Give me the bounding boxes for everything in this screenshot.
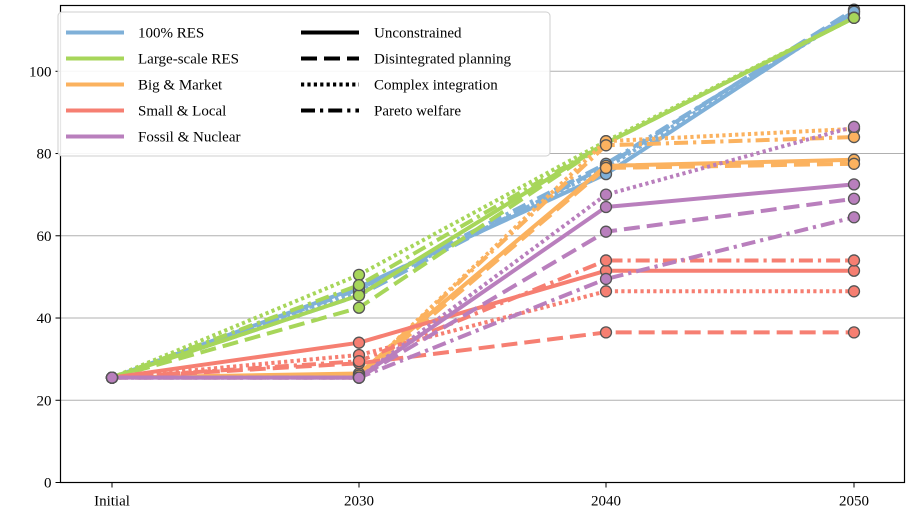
y-tick-label: 0 xyxy=(44,476,52,492)
legend-label-large-scale-res: Large-scale RES xyxy=(138,52,239,68)
data-point-small-and-local-disintegrated-planning xyxy=(599,326,613,339)
data-point-large-scale-res-unconstrained xyxy=(352,289,366,302)
series-lines xyxy=(111,7,856,380)
data-point-fossil-and-nuclear-disintegrated-planning xyxy=(847,192,861,205)
legend-label-100pct-res: 100% RES xyxy=(138,26,204,42)
series-line-fossil-and-nuclear-pareto-welfare xyxy=(112,215,855,380)
data-point-fossil-and-nuclear-complex-integration xyxy=(599,188,613,201)
series-line-small-and-local-pareto-welfare xyxy=(111,258,854,380)
data-point-fossil-and-nuclear-disintegrated-planning xyxy=(599,225,613,238)
data-point-small-and-local-unconstrained xyxy=(352,336,366,349)
data-point-fossil-and-nuclear-complex-integration xyxy=(847,120,861,133)
legend-label-big-and-market: Big & Market xyxy=(138,78,223,94)
y-tick-label: 80 xyxy=(37,147,52,163)
data-point-fossil-and-nuclear-pareto-welfare xyxy=(847,211,861,224)
legend-label-fossil-and-nuclear: Fossil & Nuclear xyxy=(138,130,241,146)
x-tick-label: Initial xyxy=(94,494,130,510)
series-line-fossil-and-nuclear-complex-integration xyxy=(112,124,855,380)
y-tick-label: 100 xyxy=(29,64,52,80)
data-point-small-and-local-complex-integration xyxy=(599,285,613,298)
y-tick-label: 60 xyxy=(37,229,52,245)
legend-label-disintegrated-planning: Disintegrated planning xyxy=(374,52,512,68)
x-tick-label: 2030 xyxy=(344,494,374,510)
legend-label-pareto-welfare: Pareto welfare xyxy=(374,104,461,120)
data-point-big-and-market-pareto-welfare xyxy=(599,139,613,152)
data-point-large-scale-res-pareto-welfare xyxy=(352,278,366,292)
data-point-large-scale-res-disintegrated-planning xyxy=(352,301,366,314)
data-point-fossil-and-nuclear-pareto-welfare xyxy=(599,272,613,286)
series-line-small-and-local-unconstrained xyxy=(111,268,854,380)
y-tick-label: 20 xyxy=(37,393,52,409)
legend: 100% RES Large-scale RES Big & Market Small… xyxy=(57,11,551,157)
data-point-big-and-market-disintegrated-planning xyxy=(847,157,861,170)
data-point-fossil-and-nuclear-pareto-welfare xyxy=(352,371,366,384)
data-point-small-and-local-pareto-welfare xyxy=(352,355,366,368)
x-tick-label: 2050 xyxy=(839,494,869,510)
series-markers xyxy=(105,3,861,384)
data-point-big-and-market-disintegrated-planning xyxy=(599,161,613,175)
x-tick-label: 2040 xyxy=(591,494,621,510)
series-line-big-and-market-pareto-welfare xyxy=(111,135,855,380)
data-point-small-and-local-pareto-welfare xyxy=(599,254,613,267)
data-point-small-and-local-pareto-welfare xyxy=(847,254,861,267)
legend-label-unconstrained: Unconstrained xyxy=(374,26,462,42)
data-point-large-scale-res-complex-integration xyxy=(352,268,366,281)
data-point-small-and-local-unconstrained xyxy=(847,264,861,277)
legend-label-small-and-local: Small & Local xyxy=(138,104,226,120)
data-point-fossil-and-nuclear-pareto-welfare xyxy=(105,371,119,384)
data-point-small-and-local-complex-integration xyxy=(847,285,861,298)
data-point-big-and-market-pareto-welfare xyxy=(847,130,861,144)
series-line-large-scale-res-pareto-welfare xyxy=(111,16,855,380)
series-line-small-and-local-complex-integration xyxy=(111,289,854,380)
data-point-fossil-and-nuclear-unconstrained xyxy=(847,178,861,191)
y-tick-label: 40 xyxy=(37,311,52,327)
series-line-small-and-local-disintegrated-planning xyxy=(111,330,854,380)
plot-frame xyxy=(59,4,906,484)
legend-label-complex-integration: Complex integration xyxy=(374,78,498,94)
data-point-small-and-local-disintegrated-planning xyxy=(847,326,861,339)
data-point-large-scale-res-pareto-welfare xyxy=(847,11,861,24)
data-point-fossil-and-nuclear-unconstrained xyxy=(599,200,613,214)
